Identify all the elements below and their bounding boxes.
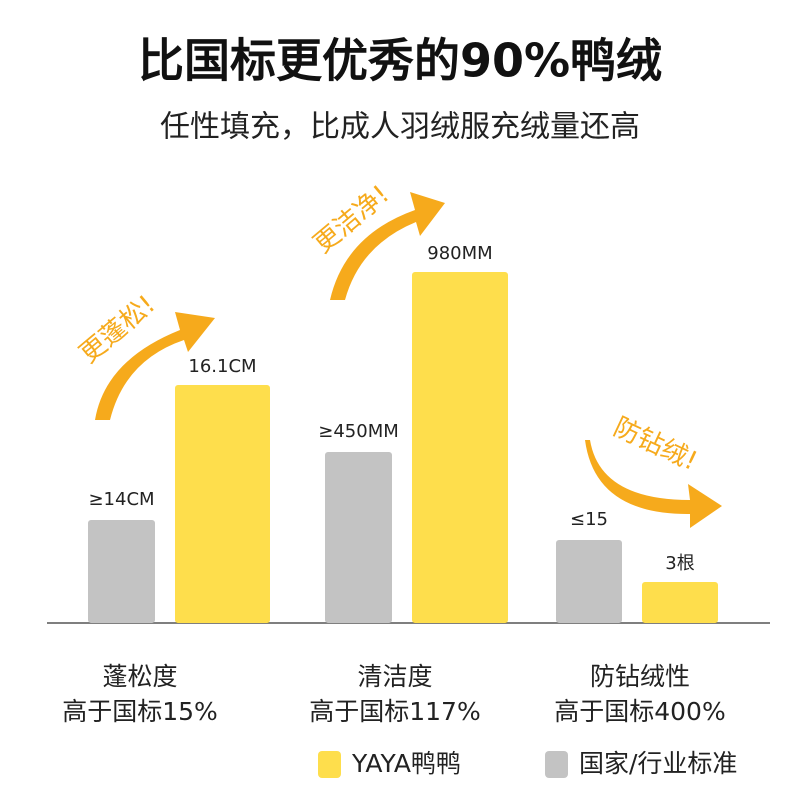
group-name: 清洁度 [357,662,432,691]
value-label: ≥14CM [88,489,154,510]
yaya-bar [412,272,508,623]
standard-bar [325,452,392,623]
yaya-bar [642,582,718,623]
arrow [330,192,445,300]
legend-label: YAYA鸭鸭 [351,749,461,778]
arrow [95,312,215,420]
legend-swatch [318,751,341,778]
value-label: ≤15 [570,509,608,530]
value-label: ≥450MM [318,421,399,442]
title: 比国标更优秀的90%鸭绒 [138,34,662,88]
group-note: 高于国标400% [554,697,725,726]
standard-bar [556,540,622,623]
legend-label: 国家/行业标准 [579,749,737,778]
subtitle: 任性填充，比成人羽绒服充绒量还高 [160,110,640,145]
legend-swatch [545,751,568,778]
callout: 防钻绒! [609,412,702,477]
callout: 更洁净! [308,180,395,260]
value-label: 3根 [665,553,694,574]
group-name: 防钻绒性 [590,662,690,691]
group-note: 高于国标117% [309,697,480,726]
group-name: 蓬松度 [102,662,177,691]
value-label: 980MM [427,243,492,264]
standard-bar [88,520,155,623]
value-label: 16.1CM [188,356,256,377]
arrow [585,440,722,528]
yaya-bar [175,385,270,623]
group-note: 高于国标15% [62,697,218,726]
